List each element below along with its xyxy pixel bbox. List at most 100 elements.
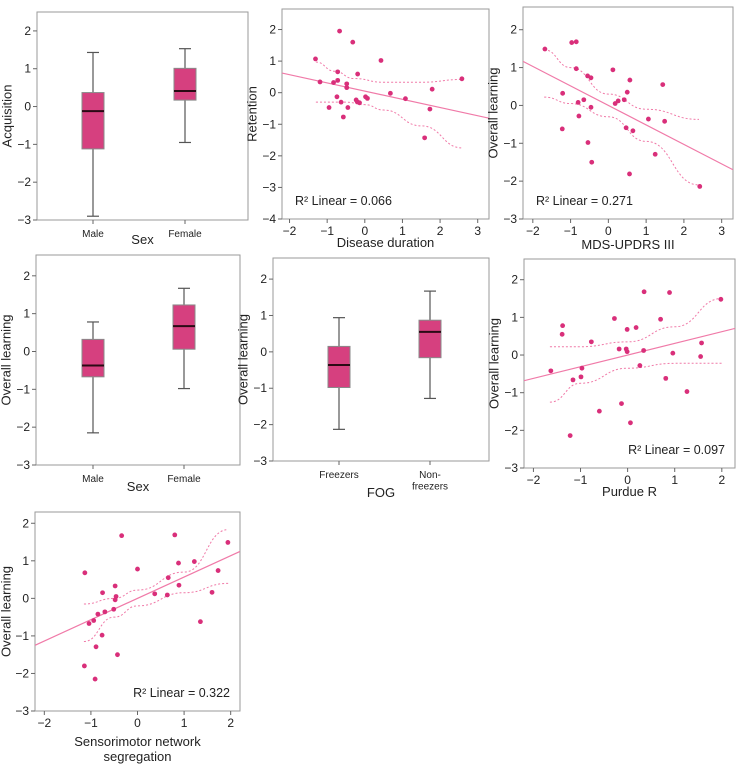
- data-point: [630, 128, 636, 134]
- plot-frame: [34, 511, 241, 712]
- data-point: [111, 606, 117, 612]
- box-female: [173, 48, 197, 144]
- confidence-band-lower: [544, 96, 700, 186]
- data-point: [667, 290, 672, 295]
- y-tick-label: −3: [16, 458, 30, 472]
- data-point: [102, 609, 108, 615]
- category-label: Female: [167, 474, 201, 485]
- data-point: [663, 375, 669, 381]
- data-point: [588, 339, 594, 345]
- confidence-band-lower: [83, 582, 229, 643]
- data-point: [575, 100, 581, 105]
- data-point: [429, 86, 435, 92]
- data-point: [215, 568, 221, 573]
- y-tick-label: 2: [510, 23, 517, 37]
- data-point: [326, 105, 332, 110]
- x-tick-label: −2: [37, 716, 51, 730]
- data-point: [548, 368, 554, 374]
- data-point: [697, 184, 703, 189]
- y-tick-label: −2: [15, 666, 29, 680]
- data-point: [588, 104, 594, 110]
- y-tick-label: 2: [24, 24, 31, 38]
- y-tick-label: −2: [253, 418, 267, 432]
- data-point: [344, 81, 350, 87]
- plot-frame: [36, 11, 249, 221]
- data-point: [172, 532, 178, 538]
- box-nonfreezers: [418, 290, 442, 400]
- y-tick-label: −2: [16, 420, 30, 434]
- data-point: [627, 171, 632, 177]
- x-tick-label: −1: [84, 716, 98, 730]
- y-axis-title: Overall learning: [486, 318, 501, 409]
- y-tick-label: 2: [22, 516, 29, 530]
- data-point: [579, 365, 585, 371]
- y-tick-label: 0: [23, 344, 30, 358]
- y-tick-label: 2: [269, 23, 276, 37]
- y-tick-label: 1: [260, 308, 267, 322]
- data-point: [570, 377, 576, 383]
- data-point: [616, 346, 622, 352]
- data-point: [569, 40, 575, 45]
- x-axis-title: Purdue R: [602, 484, 657, 499]
- r-squared-annotation: R² Linear = 0.271: [536, 194, 633, 208]
- data-point: [92, 676, 98, 682]
- data-point: [93, 644, 99, 650]
- y-tick-label: 1: [23, 307, 30, 321]
- interquartile-box: [81, 92, 105, 150]
- chart-panel-1: 2 1 0 −1 −2 −3 Acquisition Male Female Sex: [0, 11, 249, 247]
- data-point: [387, 90, 393, 96]
- category-label: Male: [82, 474, 104, 485]
- r-squared-annotation: R² Linear = 0.097: [628, 443, 725, 457]
- data-point: [119, 533, 125, 539]
- data-point: [698, 354, 704, 359]
- data-point: [176, 582, 182, 588]
- y-tick-label: 0: [510, 98, 517, 112]
- regression-line: [524, 327, 735, 382]
- data-point: [633, 325, 639, 330]
- regression-line: [523, 60, 733, 171]
- data-point: [345, 105, 351, 110]
- data-point: [100, 590, 105, 596]
- data-point: [422, 135, 428, 141]
- plot-frame: [522, 6, 734, 220]
- data-point: [378, 58, 384, 63]
- x-tick-label: 0: [624, 473, 631, 487]
- interquartile-box: [418, 319, 442, 359]
- y-tick-label: 1: [22, 554, 29, 568]
- data-point: [95, 611, 101, 617]
- data-point: [209, 589, 215, 595]
- x-tick-label: 2: [227, 716, 234, 730]
- data-point: [624, 89, 630, 95]
- confidence-band-upper: [544, 49, 700, 120]
- x-tick-label: 2: [718, 473, 725, 487]
- data-point: [176, 560, 181, 566]
- y-axis-title: Acquisition: [0, 85, 14, 148]
- y-axis-title: Overall learning: [0, 314, 13, 405]
- interquartile-box: [173, 67, 197, 101]
- x-tick-label: −2: [527, 473, 541, 487]
- chart-panel-3: 2 1 0 −1 −2 −3 Overall learning −2 −1 0 1 2 3 MDS-UPD…: [485, 6, 734, 252]
- data-point: [350, 39, 356, 45]
- y-tick-label: 2: [511, 273, 518, 287]
- x-tick-label: 0: [134, 716, 141, 730]
- x-tick-label: 2: [437, 224, 444, 238]
- box-female: [172, 287, 196, 390]
- data-point: [652, 151, 658, 157]
- data-point: [585, 140, 591, 145]
- data-point: [344, 85, 350, 91]
- confidence-band-upper: [549, 298, 722, 348]
- x-tick-label: 1: [643, 224, 650, 238]
- y-tick-label: −1: [17, 137, 31, 151]
- data-point: [334, 94, 340, 100]
- x-axis-title: MDS-UPDRS III: [581, 237, 674, 252]
- y-tick-label: −3: [15, 704, 29, 718]
- y-tick-label: 0: [269, 86, 276, 100]
- x-tick-label: 1: [399, 224, 406, 238]
- x-tick-label: 0: [361, 224, 368, 238]
- data-point: [542, 46, 548, 52]
- data-point: [637, 363, 643, 368]
- confidence-band-upper: [315, 61, 463, 83]
- data-point: [317, 79, 323, 85]
